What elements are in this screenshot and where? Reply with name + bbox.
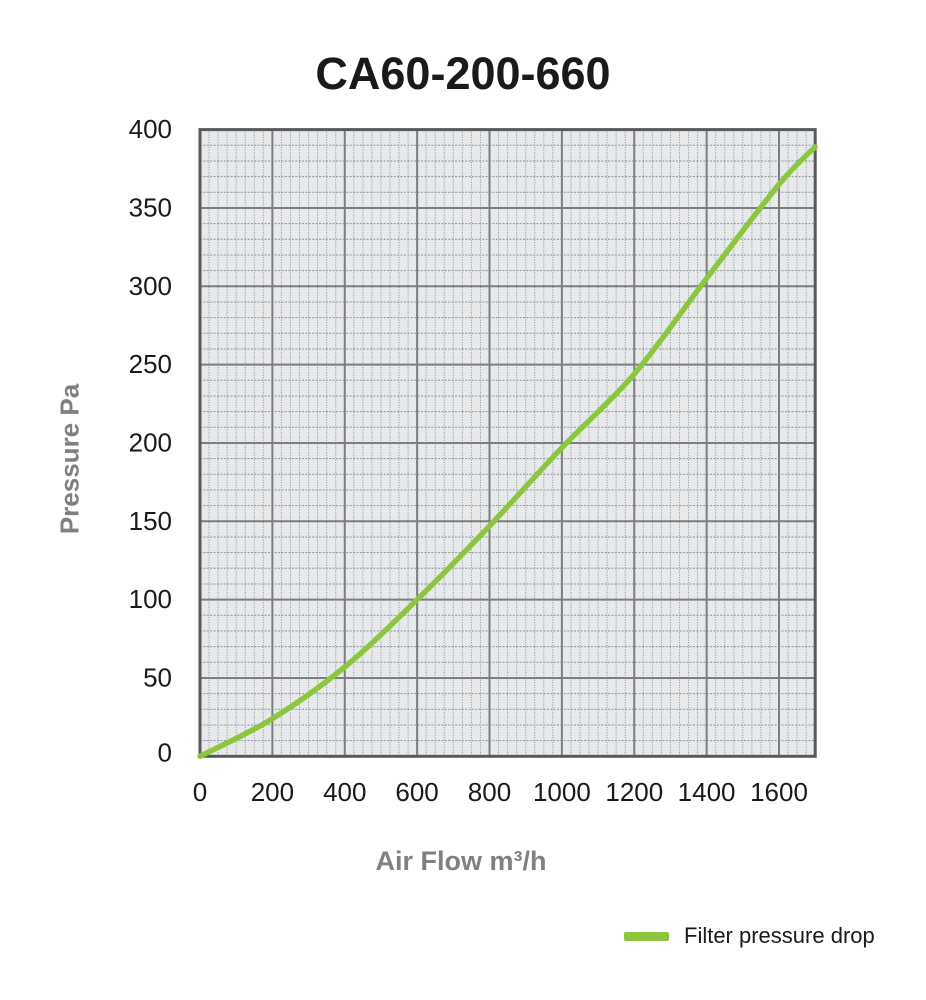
svg-text:Air Flow m³/h: Air Flow m³/h <box>376 846 547 876</box>
svg-text:200: 200 <box>129 427 172 457</box>
svg-text:1400: 1400 <box>678 777 736 807</box>
svg-text:0: 0 <box>193 777 207 807</box>
svg-text:100: 100 <box>129 584 172 614</box>
svg-text:300: 300 <box>129 271 172 301</box>
svg-text:200: 200 <box>251 777 294 807</box>
svg-text:CA60-200-660: CA60-200-660 <box>315 48 610 99</box>
svg-text:600: 600 <box>395 777 438 807</box>
svg-text:1600: 1600 <box>750 777 808 807</box>
svg-text:1200: 1200 <box>605 777 663 807</box>
svg-text:Filter pressure drop: Filter pressure drop <box>684 923 875 948</box>
svg-text:250: 250 <box>129 349 172 379</box>
svg-text:Pressure Pa: Pressure Pa <box>55 383 85 534</box>
svg-text:50: 50 <box>143 663 172 693</box>
svg-text:0: 0 <box>158 737 172 767</box>
svg-text:400: 400 <box>129 114 172 144</box>
svg-text:1000: 1000 <box>533 777 591 807</box>
svg-text:400: 400 <box>323 777 366 807</box>
svg-text:350: 350 <box>129 192 172 222</box>
svg-text:150: 150 <box>129 506 172 536</box>
svg-text:800: 800 <box>468 777 511 807</box>
